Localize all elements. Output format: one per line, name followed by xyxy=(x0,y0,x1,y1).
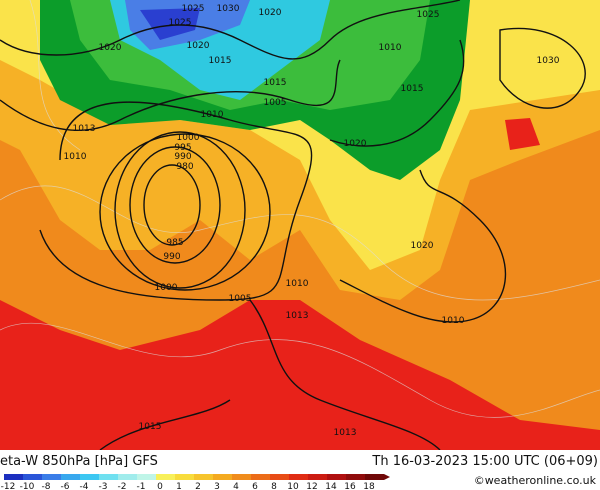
isobar-label: 1015 xyxy=(139,422,162,432)
colorbar-swatch xyxy=(213,474,232,480)
isobar-label: 1020 xyxy=(411,241,434,251)
colorbar-label: -4 xyxy=(80,482,89,490)
isobar-label: 1000 xyxy=(155,283,178,293)
colorbar-swatch xyxy=(327,474,346,480)
isobar-label: 1013 xyxy=(334,428,357,438)
map-datetime: Th 16-03-2023 15:00 UTC (06+09) xyxy=(371,454,598,469)
isobar-label: 1010 xyxy=(442,316,465,326)
isobar-label: 1005 xyxy=(264,98,287,108)
colorbar-label: 18 xyxy=(363,482,375,490)
colorbar-label: 12 xyxy=(306,482,317,490)
isobar-label: 1010 xyxy=(64,152,87,162)
colorbar-label: 4 xyxy=(233,482,239,490)
colorbar-label: 6 xyxy=(252,482,258,490)
colorbar-label: 3 xyxy=(214,482,220,490)
colorbar-label: -12 xyxy=(1,482,16,490)
colorbar-label: 8 xyxy=(271,482,277,490)
colorbar-label: 0 xyxy=(157,482,163,490)
isobar-label: 1015 xyxy=(401,84,424,94)
colorbar-swatch xyxy=(156,474,175,480)
isobar-label: 1030 xyxy=(537,56,560,66)
colorbar-swatch xyxy=(118,474,137,480)
isobar-label: 1020 xyxy=(99,43,122,53)
colorbar-label: -10 xyxy=(20,482,35,490)
colorbar-label: 2 xyxy=(195,482,201,490)
colorbar: -12 -10 -8 -6 -4 -3 -2 -1 0 1 2 3 4 6 8 10 12 14 16 18 xyxy=(1,474,390,490)
colorbar-swatch xyxy=(194,474,213,480)
isobar-label: 1020 xyxy=(187,41,210,51)
colorbar-swatch xyxy=(270,474,289,480)
isobar-label: 1010 xyxy=(286,279,309,289)
isobar-label: 1025 xyxy=(169,18,192,28)
colorbar-label: 10 xyxy=(287,482,299,490)
map-title: eta-W 850hPa [hPa] GFS xyxy=(0,454,158,469)
isobar-label: 985 xyxy=(166,238,183,248)
colorbar-swatch xyxy=(80,474,99,480)
colorbar-swatch xyxy=(42,474,61,480)
colorbar-swatch xyxy=(137,474,156,480)
isobar-label: 1015 xyxy=(209,56,232,66)
isobar-label: 1010 xyxy=(201,110,224,120)
isobar-label: 1025 xyxy=(417,10,440,20)
isobar-label: 1000 xyxy=(177,133,200,143)
colorbar-swatch xyxy=(232,474,251,480)
colorbar-label: -8 xyxy=(42,482,51,490)
isobar-label: 1020 xyxy=(344,139,367,149)
credit: ©weatheronline.co.uk xyxy=(474,474,597,487)
colorbar-swatch xyxy=(308,474,327,480)
colorbar-swatch xyxy=(23,474,42,480)
colorbar-label: 16 xyxy=(344,482,356,490)
colorbar-arrow xyxy=(384,474,390,480)
colorbar-swatch xyxy=(4,474,23,480)
isobar-label: 1030 xyxy=(217,4,240,14)
colorbar-label: -1 xyxy=(137,482,146,490)
isobar-label: 990 xyxy=(163,252,180,262)
colorbar-label: -2 xyxy=(118,482,127,490)
isobars xyxy=(0,0,586,451)
colorbar-swatch xyxy=(251,474,270,480)
colorbar-swatch xyxy=(99,474,118,480)
isobar-label: 1015 xyxy=(264,78,287,88)
colorbar-label: 1 xyxy=(176,482,182,490)
isobar-label: 1020 xyxy=(259,8,282,18)
isobar-label: 990 xyxy=(174,152,191,162)
isobar-label: 1005 xyxy=(229,294,252,304)
isobar-label: 995 xyxy=(174,143,191,153)
colorbar-swatch xyxy=(365,474,384,480)
colorbar-swatch xyxy=(61,474,80,480)
isobar-label: 980 xyxy=(176,162,193,172)
isobar-label: 1013 xyxy=(286,311,309,321)
colorbar-swatch xyxy=(175,474,194,480)
colorbar-swatch xyxy=(346,474,365,480)
colorbar-label: -6 xyxy=(61,482,70,490)
footer-bg xyxy=(0,450,600,490)
colorbar-label: 14 xyxy=(325,482,337,490)
isobar-label: 1010 xyxy=(379,43,402,53)
isobar-label: 1013 xyxy=(73,124,96,134)
field xyxy=(0,0,600,450)
thin-isotherms xyxy=(0,0,600,418)
isobar-label: 1025 xyxy=(182,4,205,14)
colorbar-label: -3 xyxy=(99,482,108,490)
colorbar-swatch xyxy=(289,474,308,480)
